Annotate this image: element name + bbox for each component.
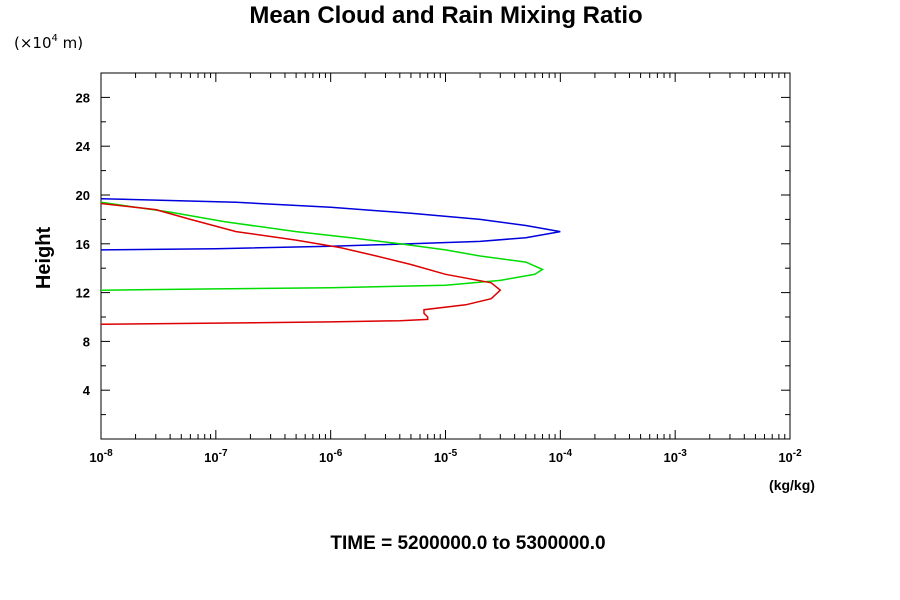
chart-title: Mean Cloud and Rain Mixing Ratio [249, 2, 642, 29]
y-tick-label: 4 [83, 383, 91, 398]
y-tick-label: 24 [76, 139, 91, 154]
y-tick-label: 28 [76, 90, 90, 105]
y-ticks-group: 4 8 12 16 20 24 28 [76, 90, 790, 416]
x-tick-label: 10-4 [549, 448, 573, 465]
time-range-footer: TIME = 5200000.0 to 5300000.0 [330, 533, 605, 554]
y-tick-label: 16 [76, 237, 90, 252]
x-tick-label: 10-7 [204, 448, 228, 465]
x-tick-label: 10-6 [319, 448, 343, 465]
plot-frame [100, 72, 791, 440]
y-tick-label: 8 [83, 334, 90, 349]
x-tick-label: 10-3 [663, 448, 687, 465]
x-tick-label: 10-2 [778, 448, 802, 465]
series-line-2 [100, 201, 545, 291]
x-tick-label: 10-5 [434, 448, 458, 465]
y-tick-label: 12 [76, 286, 90, 301]
y-units-label: (×104 m) [14, 33, 83, 52]
y-axis-label: Height [33, 227, 55, 290]
series-line-3 [100, 202, 502, 326]
x-ticks-group: 10-8 10-7 10-6 10-5 10-4 10-3 10-2 [89, 73, 802, 465]
y-tick-label: 20 [76, 188, 90, 203]
x-axis-unit-label: (kg/kg) [769, 477, 815, 493]
y-units-exponent: 4 [52, 33, 58, 44]
series-line-1 [100, 197, 561, 251]
x-tick-label: 10-8 [89, 448, 113, 465]
series-group [100, 197, 561, 326]
